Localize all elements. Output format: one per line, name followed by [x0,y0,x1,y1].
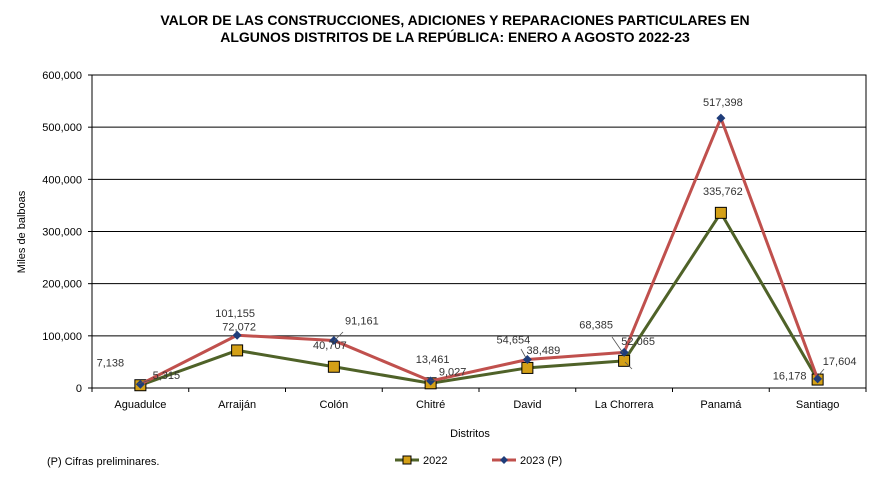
point-marker-2023 [135,379,145,389]
data-label: 52,065 [621,336,655,348]
data-label: 16,178 [773,371,807,383]
data-label: 17,604 [823,356,857,368]
label-leader-line [137,379,151,385]
point-marker-2022 [521,361,534,374]
data-label: 72,072 [222,321,256,333]
point-marker-2023 [716,113,726,123]
chart-title-line2: ALGUNOS DISTRITOS DE LA REPÚBLICA: ENERO… [220,28,690,45]
series-line-2023p [139,116,820,386]
y-tick-label: 0 [76,383,82,395]
label-leader-line [611,336,624,354]
legend-label: 2023 (P) [520,455,562,467]
data-label: 38,489 [527,345,561,357]
label-leader-line [429,379,437,382]
data-label: 40,707 [313,340,347,352]
label-leader-line [624,361,633,370]
data-label: 335,762 [703,186,743,198]
label-leader-line [333,331,344,342]
x-tick-label: David [513,399,541,411]
data-label: 5,315 [153,370,181,382]
label-leader-line [520,348,527,359]
label-leader-line [817,368,825,377]
x-tick-label: Santiago [796,399,839,411]
data-label: 7,138 [97,357,125,369]
point-marker-2022 [327,360,340,373]
legend: 2022 2023 (P) [395,455,562,467]
footnote: (P) Cifras preliminares. [47,456,160,468]
y-tick-label: 200,000 [42,279,82,291]
series-line-2022 [139,211,819,387]
data-label: 9,027 [439,366,467,378]
y-tick-label: 400,000 [42,174,82,186]
data-label: 101,155 [215,308,255,320]
point-marker-2022 [231,344,244,357]
y-tick-label: 600,000 [42,70,82,82]
data-label: 91,161 [345,315,379,327]
point-marker-2023 [619,347,629,357]
x-tick-label: Arraiján [218,399,256,411]
chart-title-line1: VALOR DE LAS CONSTRUCCIONES, ADICIONES Y… [160,12,749,28]
x-tick-label: Colón [320,399,349,411]
point-marker-2023 [329,335,339,345]
point-marker-2022 [714,206,727,219]
y-tick-label: 500,000 [42,122,82,134]
legend-marker [500,456,508,464]
x-tick-label: Chitré [416,399,445,411]
legend-label: 2022 [423,455,447,467]
x-tick-label: La Chorrera [595,399,655,411]
y-tick-label: 100,000 [42,331,82,343]
point-marker-2023 [813,374,823,384]
data-label: 68,385 [579,319,613,331]
x-tick-label: Panamá [700,399,742,411]
y-axis-title: Miles de balboas [16,190,28,273]
data-label: 13,461 [416,354,450,366]
data-label: 54,654 [497,334,531,346]
data-label: 517,398 [703,97,743,109]
x-tick-label: Aguadulce [114,399,166,411]
point-marker-2023 [426,376,436,386]
plot-area: 0 100,000 200,000 300,000 400,000 500,000 600,… [42,70,867,411]
legend-marker [402,455,412,465]
x-axis-title: Distritos [450,428,490,440]
y-tick-label: 300,000 [42,227,82,239]
point-marker-2023 [232,330,242,340]
